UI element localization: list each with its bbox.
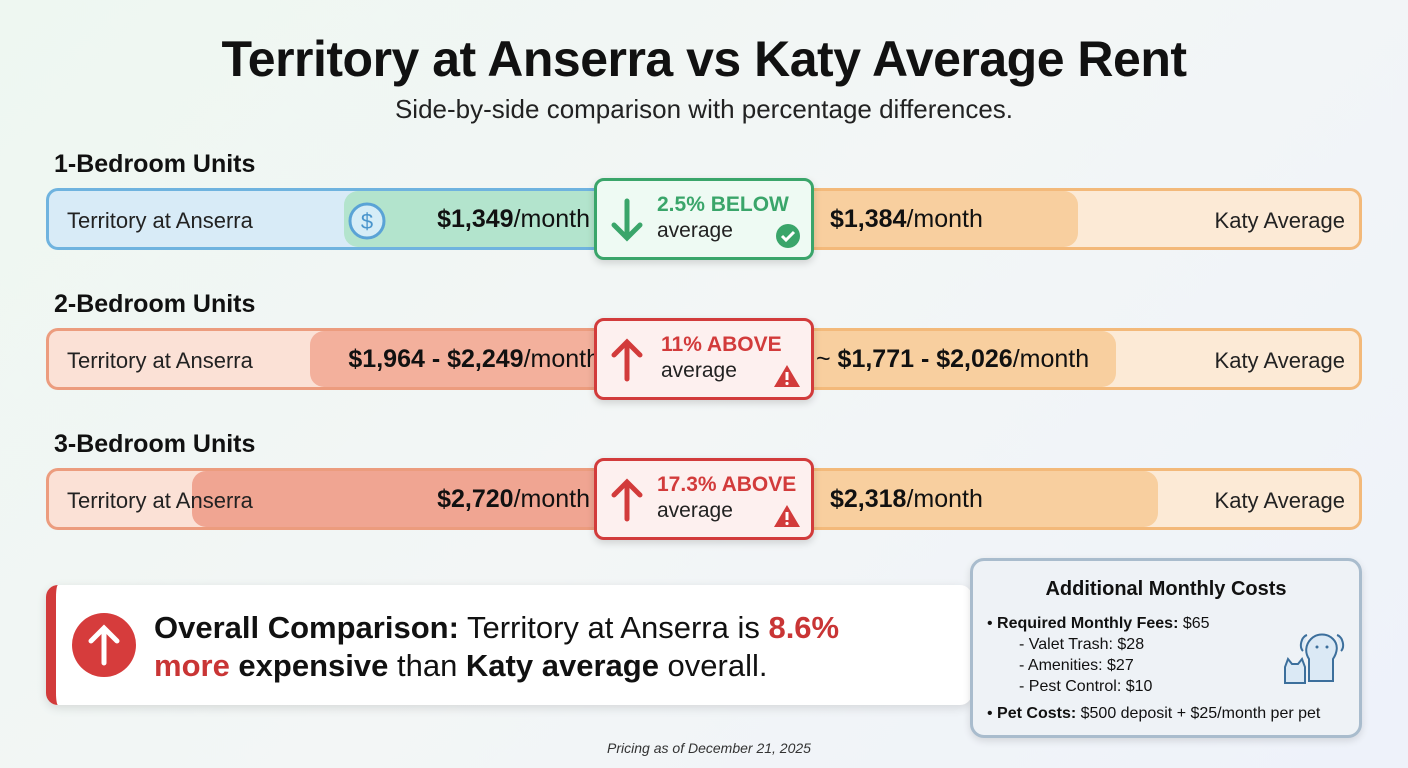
katy-price: $1,384/month (830, 205, 983, 233)
comparison-row-1br: Territory at Anserra $ $1,349/month $1,3… (46, 178, 1362, 260)
comparison-row-2br: Territory at Anserra $1,964 - $2,249/mon… (46, 318, 1362, 400)
anserra-bar: Territory at Anserra $ $1,349/month (46, 188, 606, 250)
fee-subitem: - Valet Trash: $28 (1019, 636, 1145, 653)
fee-subitem: - Amenities: $27 (1019, 657, 1134, 674)
page-title: Territory at Anserra vs Katy Average Ren… (221, 31, 1187, 87)
overall-comparison-text: Overall Comparison: Territory at Anserra… (154, 610, 840, 683)
comparison-row-3br: Territory at Anserra $2,720/month $2,318… (46, 458, 1362, 540)
pet-costs-item: • Pet Costs: $500 deposit + $25/month pe… (987, 705, 1321, 722)
katy-label: Katy Average (1214, 348, 1345, 373)
warning-icon (774, 505, 800, 527)
anserra-label: Territory at Anserra (67, 348, 253, 373)
dollar-icon: $ (348, 202, 386, 240)
katy-label: Katy Average (1214, 208, 1345, 233)
anserra-bar: Territory at Anserra $2,720/month (46, 468, 606, 530)
anserra-label: Territory at Anserra (67, 208, 253, 233)
overall-comparison-card: Overall Comparison: Territory at Anserra… (46, 585, 972, 705)
dog-cat-icon (1284, 633, 1345, 684)
difference-badge: 2.5% BELOW average (594, 178, 814, 260)
section-title-1br: 1-Bedroom Units (54, 150, 256, 178)
katy-bar: $2,318/month Katy Average (806, 468, 1362, 530)
arrow-up-icon (611, 478, 643, 522)
additional-costs-card: Additional Monthly Costs • Required Mont… (970, 558, 1362, 738)
katy-label: Katy Average (1214, 488, 1345, 513)
difference-percent: 11% ABOVE (661, 333, 782, 356)
anserra-price: $1,964 - $2,249/month (348, 345, 600, 373)
svg-text:$: $ (361, 209, 373, 234)
katy-price: $2,318/month (830, 485, 983, 513)
difference-caption: average (657, 219, 733, 242)
anserra-fill (310, 331, 606, 387)
katy-bar: $1,384/month Katy Average (806, 188, 1362, 250)
section-title-3br: 3-Bedroom Units (54, 430, 256, 458)
fees-item: • Required Monthly Fees: $65 (987, 615, 1210, 632)
page-subtitle: Side-by-side comparison with percentage … (394, 94, 1014, 124)
section-title-2br: 2-Bedroom Units (54, 290, 256, 318)
anserra-price: $1,349/month (437, 205, 590, 233)
anserra-price: $2,720/month (437, 485, 590, 513)
arrow-up-circle-icon (72, 613, 136, 677)
katy-fill (806, 191, 1078, 247)
arrow-up-icon (611, 338, 643, 382)
warning-icon (774, 365, 800, 387)
difference-caption: average (661, 359, 737, 382)
anserra-label: Territory at Anserra (67, 488, 253, 513)
difference-badge: 17.3% ABOVE average (594, 458, 814, 540)
katy-fill (806, 331, 1116, 387)
anserra-bar: Territory at Anserra $1,964 - $2,249/mon… (46, 328, 606, 390)
fee-subitem: - Pest Control: $10 (1019, 678, 1153, 695)
katy-bar: ~ $1,771 - $2,026/month Katy Average (806, 328, 1362, 390)
katy-fill (806, 471, 1158, 527)
check-circle-icon (776, 224, 800, 248)
difference-badge: 11% ABOVE average (594, 318, 814, 400)
difference-caption: average (657, 499, 733, 522)
additional-costs-title: Additional Monthly Costs (1045, 578, 1287, 600)
difference-percent: 2.5% BELOW (657, 193, 789, 216)
difference-percent: 17.3% ABOVE (657, 473, 797, 496)
katy-price: ~ $1,771 - $2,026/month (816, 345, 1090, 373)
arrow-down-icon (611, 198, 643, 242)
anserra-fill (192, 471, 606, 527)
pricing-date-note: Pricing as of December 21, 2025 (607, 740, 811, 756)
anserra-fill (344, 191, 606, 247)
